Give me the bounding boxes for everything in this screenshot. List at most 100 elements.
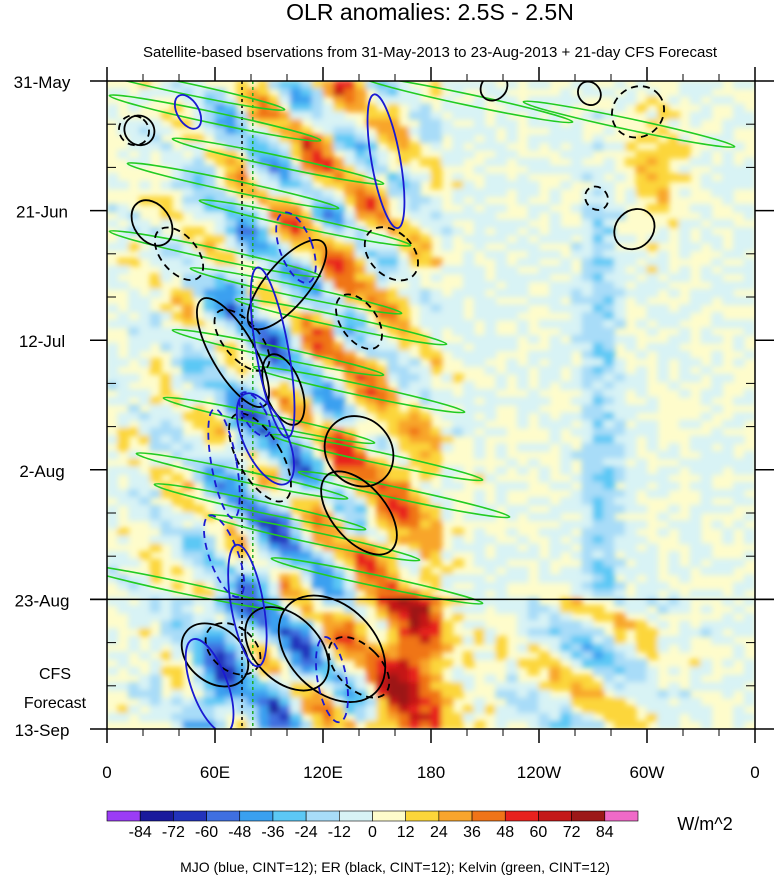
anomaly-cell xyxy=(495,635,508,645)
anomaly-cell xyxy=(149,281,162,290)
anomaly-cell xyxy=(549,373,562,383)
anomaly-cell xyxy=(398,157,410,167)
anomaly-cell xyxy=(732,705,745,715)
anomaly-cell xyxy=(549,674,562,684)
anomaly-cell xyxy=(300,574,313,583)
anomaly-cell xyxy=(192,527,205,537)
anomaly-cell xyxy=(732,589,745,599)
anomaly-cell xyxy=(635,504,648,514)
er-contour xyxy=(244,606,330,692)
er-contour xyxy=(246,239,328,331)
anomaly-cell xyxy=(344,103,356,113)
anomaly-cell xyxy=(257,250,270,259)
anomaly-cell xyxy=(365,558,378,568)
anomaly-cell xyxy=(743,319,755,329)
anomaly-cell xyxy=(171,296,184,306)
anomaly-cell xyxy=(182,227,194,236)
anomaly-cell xyxy=(311,257,324,267)
anomaly-cell xyxy=(344,234,356,244)
anomaly-cell xyxy=(354,103,367,113)
anomaly-cell xyxy=(236,412,248,421)
anomaly-cell xyxy=(408,659,421,668)
anomaly-cell xyxy=(700,134,713,144)
anomaly-cell xyxy=(225,589,238,599)
anomaly-cell xyxy=(333,581,346,591)
anomaly-cell xyxy=(560,520,572,529)
anomaly-cell xyxy=(635,689,648,699)
anomaly-cell xyxy=(149,689,162,699)
anomaly-cell xyxy=(441,304,454,313)
anomaly-cell xyxy=(290,257,302,267)
anomaly-cell xyxy=(192,535,205,545)
anomaly-cell xyxy=(333,689,346,699)
anomaly-cell xyxy=(354,142,367,151)
anomaly-cell xyxy=(311,705,324,715)
anomaly-cell xyxy=(354,535,367,545)
anomaly-cell xyxy=(527,512,540,522)
anomaly-cell xyxy=(225,497,238,506)
anomaly-cell xyxy=(581,589,594,599)
anomaly-cell xyxy=(700,705,713,715)
anomaly-cell xyxy=(107,504,119,514)
anomaly-cell xyxy=(581,574,594,583)
anomaly-cell xyxy=(462,288,475,298)
anomaly-cell xyxy=(549,643,562,653)
anomaly-cell xyxy=(138,88,151,97)
anomaly-cell xyxy=(516,281,529,290)
anomaly-cell xyxy=(570,489,583,499)
anomaly-cell xyxy=(711,458,724,468)
anomaly-cell xyxy=(570,335,583,344)
anomaly-cell xyxy=(570,589,583,599)
anomaly-cell xyxy=(646,180,659,190)
anomaly-cell xyxy=(311,95,324,105)
anomaly-cell xyxy=(581,651,594,661)
anomaly-cell xyxy=(333,81,346,90)
anomaly-cell xyxy=(236,512,248,522)
anomaly-cell xyxy=(549,234,562,244)
anomaly-cell xyxy=(365,659,378,668)
anomaly-cell xyxy=(290,404,302,414)
anomaly-cell xyxy=(311,635,324,645)
anomaly-cell xyxy=(128,427,140,437)
anomaly-cell xyxy=(214,389,227,398)
anomaly-cell xyxy=(225,173,238,182)
anomaly-cell xyxy=(311,396,324,406)
anomaly-cell xyxy=(300,95,313,105)
anomaly-cell xyxy=(268,713,281,722)
anomaly-cell xyxy=(160,597,173,607)
anomaly-cell xyxy=(560,342,572,352)
anomaly-cell xyxy=(279,535,292,545)
anomaly-cell xyxy=(344,435,356,445)
colorbar-label: 24 xyxy=(430,824,448,841)
anomaly-cell xyxy=(646,327,659,337)
anomaly-cell xyxy=(311,489,324,499)
anomaly-cell xyxy=(646,443,659,452)
anomaly-cell xyxy=(107,558,119,568)
anomaly-cell xyxy=(506,682,518,691)
anomaly-cell xyxy=(646,643,659,653)
anomaly-cell xyxy=(279,203,292,213)
anomaly-cell xyxy=(495,219,508,229)
anomaly-cell xyxy=(138,620,151,630)
anomaly-cell xyxy=(387,180,400,190)
anomaly-cell xyxy=(225,612,238,622)
anomaly-cell xyxy=(603,327,616,337)
anomaly-cell xyxy=(268,157,281,167)
anomaly-cell xyxy=(160,443,173,452)
anomaly-cell xyxy=(624,520,637,529)
anomaly-cell xyxy=(614,458,626,468)
anomaly-cell xyxy=(624,620,637,630)
anomaly-cell xyxy=(668,335,680,344)
anomaly-cell xyxy=(398,558,410,568)
anomaly-cell xyxy=(538,81,551,90)
anomaly-cell xyxy=(203,304,216,313)
anomaly-cell xyxy=(182,705,194,715)
anomaly-cell xyxy=(462,419,475,429)
anomaly-cell xyxy=(322,635,335,645)
anomaly-cell xyxy=(603,659,616,668)
anomaly-cell xyxy=(149,319,162,329)
anomaly-cell xyxy=(246,188,259,198)
anomaly-cell xyxy=(398,257,410,267)
anomaly-cell xyxy=(495,157,508,167)
anomaly-cell xyxy=(408,95,421,105)
